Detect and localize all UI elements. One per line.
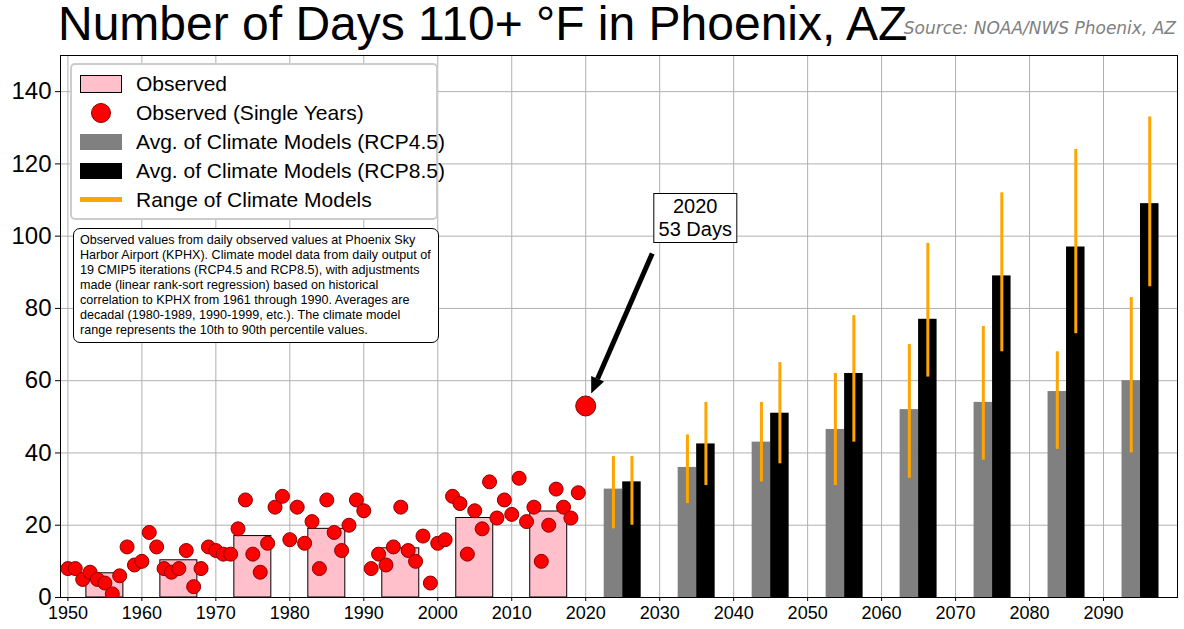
svg-text:80: 80 xyxy=(25,294,52,321)
svg-text:2060: 2060 xyxy=(862,603,902,623)
svg-text:1970: 1970 xyxy=(196,603,236,623)
svg-text:2030: 2030 xyxy=(640,603,680,623)
svg-text:2070: 2070 xyxy=(936,603,976,623)
html-text:Avg. of Climate Models (RCP4.5: Avg. of Climate Models (RCP4.5) xyxy=(136,129,445,153)
svg-text:2040: 2040 xyxy=(714,603,754,623)
html-text:Observed values from daily obs: Observed values from daily observed valu… xyxy=(80,233,431,337)
svg-text:1990: 1990 xyxy=(344,603,384,623)
html-text:Range of Climate Models: Range of Climate Models xyxy=(136,187,372,211)
html-text:Observed: Observed xyxy=(136,71,227,95)
svg-text:120: 120 xyxy=(11,150,51,177)
svg-text:2010: 2010 xyxy=(492,603,532,623)
svg-text:2000: 2000 xyxy=(418,603,458,623)
svg-text:2020: 2020 xyxy=(566,603,606,623)
svg-text:2090: 2090 xyxy=(1084,603,1124,623)
svg-text:40: 40 xyxy=(25,439,52,466)
html-text:2020: 2020 xyxy=(673,195,718,218)
svg-text:140: 140 xyxy=(11,77,51,104)
svg-text:100: 100 xyxy=(11,222,51,249)
svg-text:0: 0 xyxy=(38,583,51,610)
html-text:53 Days: 53 Days xyxy=(658,218,732,241)
svg-text:60: 60 xyxy=(25,366,52,393)
html-text:Observed (Single Years): Observed (Single Years) xyxy=(136,100,364,124)
svg-text:1950: 1950 xyxy=(48,603,88,623)
svg-text:20: 20 xyxy=(25,511,52,538)
html-text:Avg. of Climate Models (RCP8.5: Avg. of Climate Models (RCP8.5) xyxy=(136,158,445,182)
svg-text:1960: 1960 xyxy=(122,603,162,623)
svg-text:2080: 2080 xyxy=(1010,603,1050,623)
svg-text:1980: 1980 xyxy=(270,603,310,623)
html-text:Source: NOAA/NWS Phoenix, AZ: Source: NOAA/NWS Phoenix, AZ xyxy=(903,18,1176,38)
svg-text:2050: 2050 xyxy=(788,603,828,623)
